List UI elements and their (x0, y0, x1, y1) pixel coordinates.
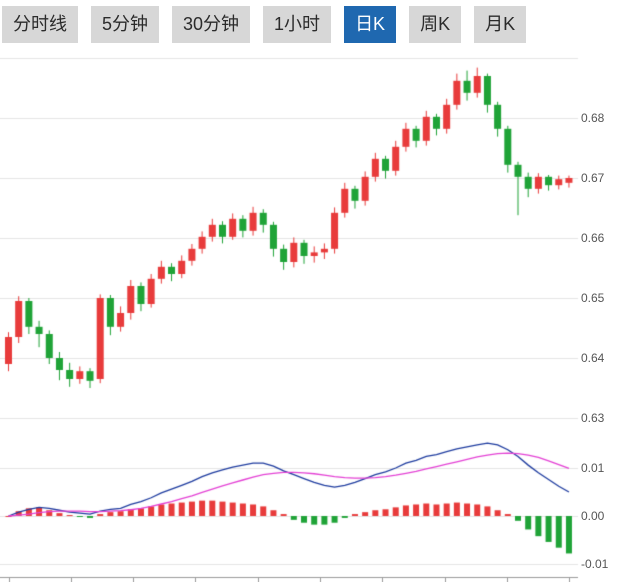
chart-area: 0.68 0.67 0.66 0.65 0.64 0.63 0.01 0.00 … (0, 48, 634, 582)
price-axis-label: 0.63 (581, 411, 605, 425)
price-axis-label: 0.68 (581, 111, 605, 125)
price-axis-label: 0.64 (581, 351, 605, 365)
tab-30min[interactable]: 30分钟 (172, 5, 251, 43)
macd-axis-label: 0.00 (581, 509, 605, 523)
price-axis-label: 0.66 (581, 231, 605, 245)
macd-axis-label: 0.01 (581, 461, 605, 475)
price-axis-label: 0.65 (581, 291, 605, 305)
tab-weekly-k[interactable]: 周K (409, 5, 462, 43)
tab-monthly-k[interactable]: 月K (474, 5, 527, 43)
tab-daily-k[interactable]: 日K (344, 5, 397, 43)
candlestick-macd-chart[interactable] (0, 48, 634, 582)
tab-1hour[interactable]: 1小时 (263, 5, 332, 43)
tab-5min[interactable]: 5分钟 (91, 5, 160, 43)
tab-time-share-line[interactable]: 分时线 (2, 5, 78, 43)
period-toolbar: 分时线 5分钟 30分钟 1小时 日K 周K 月K (0, 0, 634, 48)
macd-axis-label: -0.01 (581, 557, 609, 571)
price-axis-label: 0.67 (581, 171, 605, 185)
